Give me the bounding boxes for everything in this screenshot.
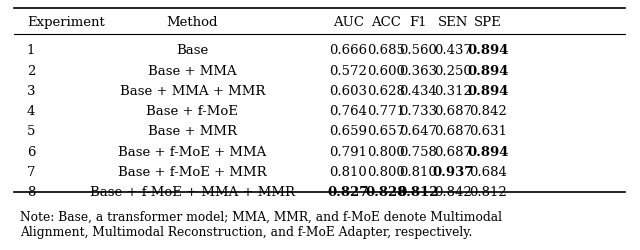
Text: 0.600: 0.600 [367,64,405,78]
Text: SEN: SEN [438,16,468,29]
Text: 0.657: 0.657 [367,126,405,138]
Text: 0.764: 0.764 [329,105,367,118]
Text: 0.810: 0.810 [399,166,437,179]
Text: Method: Method [166,16,218,29]
Text: 7: 7 [27,166,35,179]
Text: 0.894: 0.894 [467,85,509,98]
Text: 0.687: 0.687 [434,105,472,118]
Text: 0.659: 0.659 [329,126,367,138]
Text: F1: F1 [410,16,427,29]
Text: 0.828: 0.828 [365,186,407,199]
Text: 0.603: 0.603 [329,85,367,98]
Text: 0.687: 0.687 [434,146,472,159]
Text: 0.758: 0.758 [399,146,437,159]
Text: 0.666: 0.666 [329,44,367,57]
Text: Base + f-MoE: Base + f-MoE [147,105,238,118]
Text: SPE: SPE [474,16,502,29]
Text: Experiment: Experiment [27,16,104,29]
Text: 0.572: 0.572 [329,64,367,78]
Text: Base + f-MoE + MMA + MMR: Base + f-MoE + MMA + MMR [90,186,295,199]
Text: Base + f-MoE + MMR: Base + f-MoE + MMR [118,166,267,179]
Text: 0.812: 0.812 [469,186,507,199]
Text: 0.800: 0.800 [367,146,405,159]
Text: Note: Base, a transformer model; MMA, MMR, and f-MoE denote Multimodal
Alignment: Note: Base, a transformer model; MMA, MM… [20,211,502,239]
Text: 0.733: 0.733 [399,105,437,118]
Text: 0.250: 0.250 [435,64,472,78]
Text: 8: 8 [27,186,35,199]
Text: 0.628: 0.628 [367,85,405,98]
Text: 0.894: 0.894 [467,146,509,159]
Text: 2: 2 [27,64,35,78]
Text: 6: 6 [27,146,35,159]
Text: 0.560: 0.560 [399,44,437,57]
Text: 0.810: 0.810 [330,166,367,179]
Text: 0.827: 0.827 [328,186,369,199]
Text: Base + MMR: Base + MMR [148,126,237,138]
Text: 0.894: 0.894 [467,64,509,78]
Text: 1: 1 [27,44,35,57]
Text: 0.647: 0.647 [399,126,437,138]
Text: 0.687: 0.687 [434,126,472,138]
Text: 0.812: 0.812 [397,186,439,199]
Text: Base + f-MoE + MMA: Base + f-MoE + MMA [118,146,266,159]
Text: 0.437: 0.437 [434,44,472,57]
Text: 0.842: 0.842 [435,186,472,199]
Text: 5: 5 [27,126,35,138]
Text: 0.363: 0.363 [399,64,437,78]
Text: 0.434: 0.434 [399,85,437,98]
Text: Base + MMA: Base + MMA [148,64,237,78]
Text: 0.684: 0.684 [469,166,507,179]
Text: AUC: AUC [333,16,364,29]
Text: 0.685: 0.685 [367,44,405,57]
Text: Base: Base [176,44,209,57]
Text: 0.791: 0.791 [329,146,367,159]
Text: 4: 4 [27,105,35,118]
Text: 3: 3 [27,85,35,98]
Text: 0.631: 0.631 [469,126,507,138]
Text: 0.312: 0.312 [435,85,472,98]
Text: 0.937: 0.937 [433,166,474,179]
Text: 0.842: 0.842 [469,105,507,118]
Text: Base + MMA + MMR: Base + MMA + MMR [120,85,265,98]
Text: 0.800: 0.800 [367,166,405,179]
Text: ACC: ACC [371,16,401,29]
Text: 0.894: 0.894 [467,44,509,57]
Text: 0.771: 0.771 [367,105,405,118]
